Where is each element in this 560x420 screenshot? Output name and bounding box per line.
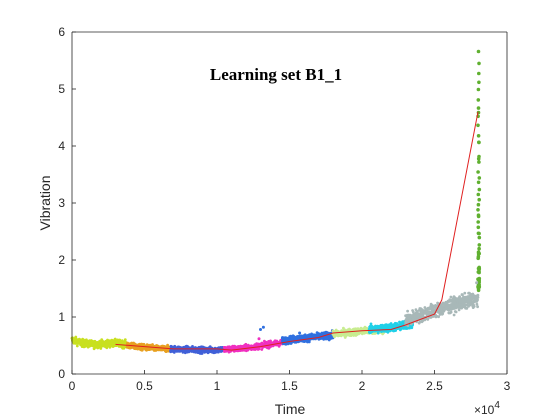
data-point xyxy=(426,318,430,321)
data-point xyxy=(476,106,481,110)
data-point xyxy=(449,295,453,299)
x-tick-label: 0.5 xyxy=(136,379,153,393)
data-point xyxy=(476,202,481,207)
data-point xyxy=(123,338,127,342)
data-point xyxy=(437,315,440,319)
data-point xyxy=(410,326,414,330)
y-tick-label: 4 xyxy=(58,139,65,153)
chart-title: Learning set B1_1 xyxy=(210,65,342,84)
data-point xyxy=(476,87,481,92)
data-point xyxy=(394,329,398,332)
data-point xyxy=(477,61,481,66)
data-point xyxy=(476,180,481,185)
data-point xyxy=(477,251,482,256)
x-multiplier-exponent: 4 xyxy=(494,400,500,411)
data-point xyxy=(449,310,453,314)
data-point xyxy=(454,310,458,314)
data-point xyxy=(113,337,117,341)
x-ticks: 0 0.5 1 1.5 2 2.5 3 xyxy=(69,370,511,393)
data-point xyxy=(477,197,482,202)
data-point xyxy=(472,305,476,308)
x-tick-label: 0 xyxy=(69,379,76,393)
data-point xyxy=(477,278,482,283)
data-point xyxy=(477,235,482,240)
data-point xyxy=(476,123,480,128)
data-point xyxy=(477,265,482,270)
data-point xyxy=(75,344,79,348)
data-point xyxy=(406,324,410,328)
data-point xyxy=(463,291,467,295)
trend-line xyxy=(115,111,479,351)
x-tick-label: 2 xyxy=(359,379,366,393)
y-ticks: 0 1 2 3 4 5 6 xyxy=(58,25,76,381)
outlier-point xyxy=(298,331,302,335)
data-point xyxy=(120,339,124,343)
data-point xyxy=(477,243,482,247)
x-axis-label: Time xyxy=(275,401,306,417)
x-multiplier-base: ×10 xyxy=(474,403,495,417)
data-point xyxy=(476,225,481,230)
data-point xyxy=(476,293,480,297)
data-point xyxy=(477,160,481,164)
data-point xyxy=(477,80,481,85)
data-point xyxy=(477,283,481,288)
data-point xyxy=(476,305,479,309)
data-point xyxy=(260,348,264,351)
data-point xyxy=(477,187,482,192)
data-point xyxy=(476,298,479,302)
data-point xyxy=(386,330,390,334)
y-tick-label: 6 xyxy=(58,25,65,39)
data-point xyxy=(441,312,445,316)
data-point xyxy=(476,49,481,54)
data-point xyxy=(307,340,311,344)
y-tick-label: 2 xyxy=(58,253,65,267)
data-point xyxy=(376,331,380,335)
y-tick-label: 5 xyxy=(58,82,65,96)
y-axis-label: Vibration xyxy=(37,175,53,230)
data-point xyxy=(406,309,409,313)
data-point xyxy=(476,296,480,299)
data-point xyxy=(476,254,481,259)
data-point xyxy=(461,293,464,297)
data-point xyxy=(458,295,461,299)
outlier-point xyxy=(261,325,265,329)
x-tick-label: 3 xyxy=(504,379,511,393)
data-point xyxy=(465,307,469,310)
data-point xyxy=(476,170,480,174)
outlier-point xyxy=(257,337,261,341)
data-point xyxy=(244,342,248,346)
y-tick-label: 3 xyxy=(58,196,65,210)
data-point xyxy=(476,98,481,102)
outlier-point xyxy=(475,281,479,285)
data-point xyxy=(477,246,481,251)
x-tick-label: 2.5 xyxy=(426,379,443,393)
data-point xyxy=(452,313,456,317)
x-tick-label: 1.5 xyxy=(281,379,298,393)
data-point xyxy=(476,231,481,236)
data-point xyxy=(475,302,479,306)
data-point xyxy=(476,214,481,219)
data-point xyxy=(476,134,481,138)
data-point xyxy=(476,220,481,224)
data-point xyxy=(477,140,481,145)
data-point xyxy=(476,208,480,212)
y-tick-label: 1 xyxy=(58,310,65,324)
data-point xyxy=(477,71,481,76)
outlier-point xyxy=(259,328,262,331)
data-point xyxy=(476,192,481,197)
data-point xyxy=(477,176,482,180)
y-tick-label: 0 xyxy=(58,367,65,381)
data-point xyxy=(411,310,415,314)
x-axis-multiplier: ×104 xyxy=(474,400,500,417)
x-tick-label: 1 xyxy=(214,379,221,393)
data-point xyxy=(477,154,481,159)
data-point xyxy=(369,322,373,326)
data-point xyxy=(457,308,461,312)
